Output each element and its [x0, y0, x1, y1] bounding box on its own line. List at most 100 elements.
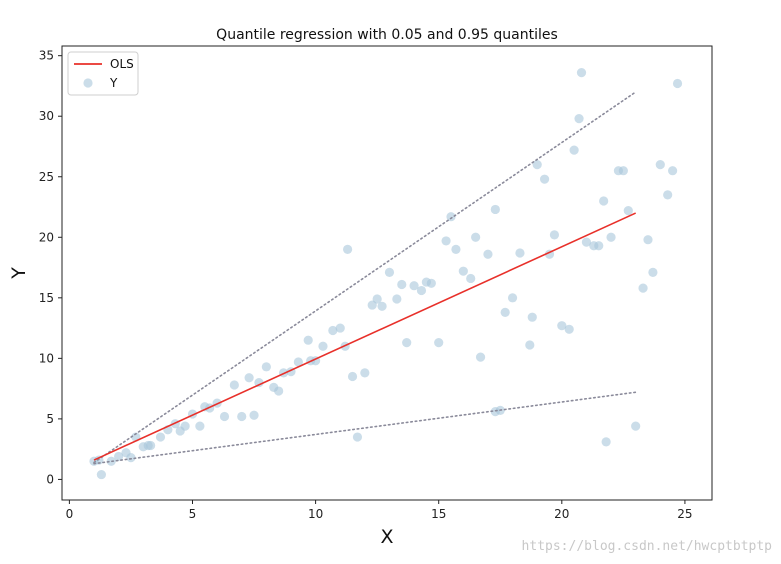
scatter-point — [451, 244, 461, 254]
scatter-point — [557, 321, 567, 331]
y-tick-label: 0 — [46, 472, 54, 486]
scatter-point — [372, 294, 382, 304]
scatter-point — [397, 279, 407, 290]
ols-line — [93, 212, 637, 461]
scatter-point — [249, 410, 259, 420]
y-tick-label: 5 — [46, 412, 54, 426]
scatter-point — [96, 469, 106, 480]
y-tick-label: 25 — [39, 170, 54, 184]
y-tick-label: 20 — [39, 230, 54, 244]
scatter-point — [409, 281, 419, 291]
scatter-point — [594, 241, 604, 251]
scatter-point — [416, 285, 427, 296]
scatter-point — [638, 283, 648, 293]
scatter-point — [293, 357, 303, 367]
scatter-point — [402, 338, 412, 348]
watermark: https://blog.csdn.net/hwcptbtptp — [522, 539, 773, 554]
scatter-point — [539, 174, 550, 184]
scatter-point — [483, 249, 493, 259]
scatter-point — [458, 266, 468, 276]
scatter-point — [527, 312, 537, 322]
scatter-point — [655, 160, 665, 170]
y-tick-label: 10 — [39, 351, 54, 365]
scatter-point — [525, 340, 535, 350]
legend-y-label: Y — [109, 76, 118, 90]
scatter-point — [532, 160, 542, 170]
scatter-point — [441, 236, 451, 246]
legend-y-swatch — [83, 78, 93, 88]
scatter-point — [143, 440, 153, 451]
scatter-point — [471, 232, 481, 242]
scatter-point — [601, 437, 611, 447]
scatter-point — [175, 426, 185, 436]
scatter-point — [500, 307, 510, 317]
scatter-point — [618, 166, 628, 176]
y-tick-label: 35 — [39, 49, 54, 63]
scatter-point — [318, 341, 328, 351]
scatter-point — [564, 324, 574, 334]
y-tick-label: 15 — [39, 291, 54, 305]
scatter-point — [328, 325, 338, 336]
scatter-point — [668, 166, 678, 176]
legend-ols-label: OLS — [110, 57, 134, 71]
legend: OLS Y — [67, 51, 139, 96]
scatter-point — [549, 230, 560, 240]
scatter-point — [434, 338, 444, 348]
scatter-point — [261, 362, 271, 372]
scatter-point — [507, 293, 518, 303]
scatter-point — [254, 377, 264, 388]
scatter-point — [475, 352, 486, 362]
scatter-point — [360, 368, 370, 378]
scatter-point — [347, 371, 358, 382]
scatter-point — [490, 204, 500, 215]
scatter-point — [490, 407, 500, 417]
scatter-point — [195, 421, 205, 431]
scatter-point — [244, 373, 254, 383]
scatter-point — [569, 145, 579, 155]
scatter-point — [672, 78, 683, 89]
scatter-point — [623, 206, 633, 216]
scatter-point — [126, 453, 136, 463]
x-tick-label: 0 — [66, 507, 74, 521]
quantile-line-5 — [93, 391, 637, 465]
scatter-point — [599, 196, 609, 206]
x-tick-label: 5 — [189, 507, 197, 521]
y-axis-label: Y — [8, 267, 30, 280]
x-tick-label: 15 — [431, 507, 446, 521]
scatter-point — [643, 235, 653, 245]
x-tick-label: 10 — [308, 507, 323, 521]
scatter-point — [576, 68, 587, 78]
quantile-line-95 — [93, 91, 637, 464]
x-tick-label: 25 — [677, 507, 692, 521]
scatter-point — [606, 232, 616, 242]
scatter-point — [631, 421, 641, 431]
scatter-point — [229, 380, 239, 390]
scatter-point — [663, 190, 673, 200]
x-axis-label: X — [380, 526, 393, 548]
plot-area: 0 5 10 15 20 25 0 5 10 15 20 25 30 35 — [39, 45, 713, 521]
scatter-point — [581, 237, 592, 247]
scatter-point — [384, 267, 395, 277]
scatter-point — [421, 277, 431, 287]
scatter-point — [648, 267, 658, 277]
scatter-point — [303, 335, 313, 345]
scatter-point — [466, 273, 476, 284]
scatter-point — [155, 432, 166, 442]
scatter-point — [446, 212, 456, 222]
scatter-point — [392, 294, 402, 304]
scatter-point — [219, 411, 230, 422]
y-tick-label: 30 — [39, 109, 54, 123]
scatter-point — [114, 451, 124, 462]
scatter-point — [574, 114, 584, 124]
scatter-point — [343, 244, 353, 254]
chart-title: Quantile regression with 0.05 and 0.95 q… — [216, 27, 558, 43]
scatter-point — [335, 323, 345, 333]
plot-frame — [61, 45, 713, 501]
scatter-point — [377, 301, 387, 311]
scatter-point — [515, 248, 525, 258]
x-tick-label: 20 — [554, 507, 569, 521]
scatter-point — [274, 386, 284, 396]
scatter-point — [237, 411, 247, 422]
scatter-point — [352, 432, 363, 442]
